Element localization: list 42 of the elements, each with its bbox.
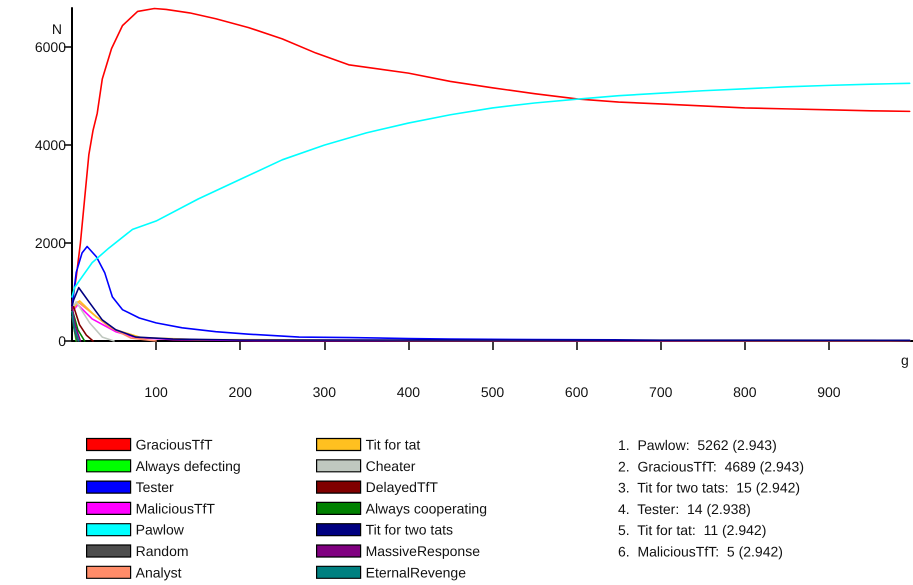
y-tick-label: 6000 — [34, 39, 66, 56]
legend-label: Always cooperating — [366, 500, 488, 516]
y-axis-title: N — [52, 21, 62, 37]
x-tick-label: 900 — [817, 384, 841, 400]
legend-label: EternalRevenge — [366, 564, 466, 580]
x-tick-label: 700 — [649, 384, 673, 400]
y-tick-label: 4000 — [34, 137, 66, 154]
x-tick-label: 200 — [228, 384, 252, 400]
legend-label: MaliciousTfT — [136, 500, 216, 516]
text: 1. Pawlow: 5262 (2.943) — [618, 437, 777, 453]
line-series — [71, 306, 94, 342]
y-tick-label: 0 — [58, 333, 66, 349]
x-tick-label: 600 — [564, 384, 588, 400]
line-series — [71, 286, 910, 342]
legend-label: Tester — [136, 479, 174, 496]
legend-label: Tit for tat — [366, 436, 420, 452]
line-series — [71, 301, 157, 342]
text: 2. GraciousTfT: 4689 (2.943) — [618, 458, 804, 474]
line-series — [71, 82, 910, 298]
legend-label: Cheater — [366, 458, 416, 474]
x-tick-label: 500 — [480, 384, 504, 400]
legend-label: Analyst — [136, 564, 182, 580]
line-series — [71, 308, 86, 342]
y-tick-label: 2000 — [34, 235, 66, 252]
x-tick-label: 800 — [733, 384, 757, 400]
legend-label: Always defecting — [136, 458, 241, 474]
legend-label: Tit for two tats — [366, 522, 453, 538]
text: 4. Tester: 14 (2.938) — [618, 500, 751, 517]
legend-label: Random — [136, 543, 189, 559]
legend-label: MassiveResponse — [366, 543, 480, 559]
legend-label: Pawlow — [136, 522, 185, 538]
x-tick-label: 400 — [396, 384, 420, 400]
line-series — [71, 301, 115, 342]
text: 6. MaliciousTfT: 5 (2.942) — [618, 544, 783, 560]
x-tick-label: 100 — [144, 384, 168, 400]
legend-label: GraciousTfT — [136, 436, 214, 452]
text: 5. Tit for tat: 11 (2.942) — [618, 522, 766, 538]
x-tick-label: 300 — [312, 384, 336, 400]
legend-label: DelayedTfT — [366, 479, 438, 496]
x-axis-title: g — [901, 352, 909, 368]
line-series — [71, 8, 910, 306]
text: 3. Tit for two tats: 15 (2.942) — [618, 480, 800, 496]
